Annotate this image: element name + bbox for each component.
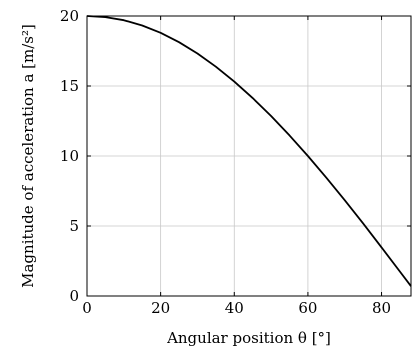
x-axis-label: Angular position θ [°] [166, 329, 331, 347]
ticks: 0 20 40 60 80 0 5 10 15 20 [60, 7, 411, 317]
y-tick-label: 10 [60, 147, 79, 165]
y-tick-label: 20 [60, 7, 79, 25]
y-tick-label: 15 [60, 77, 79, 95]
x-tick-label: 40 [225, 299, 244, 317]
y-tick-label: 0 [69, 287, 79, 305]
x-tick-label: 0 [82, 299, 92, 317]
x-tick-label: 20 [151, 299, 170, 317]
x-tick-label: 60 [298, 299, 317, 317]
x-tick-label: 80 [372, 299, 391, 317]
y-tick-label: 5 [69, 217, 79, 235]
series-layer [86, 15, 412, 287]
y-axis-label: Magnitude of acceleration a [m/s²] [19, 24, 37, 288]
grid [87, 16, 411, 296]
series-line [86, 15, 412, 287]
